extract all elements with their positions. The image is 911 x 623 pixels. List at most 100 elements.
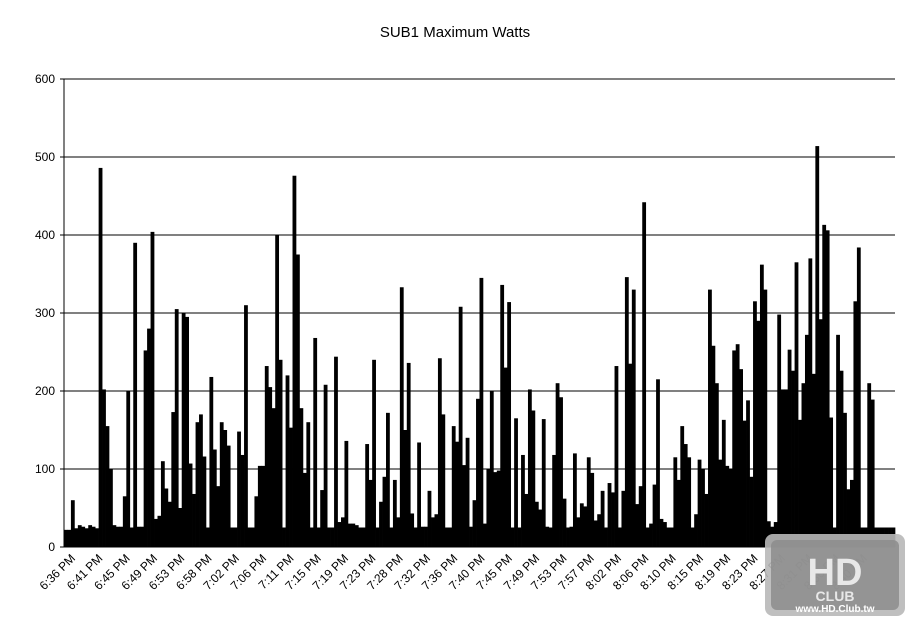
bar: [67, 529, 72, 547]
bar: [808, 258, 813, 547]
bar: [136, 526, 141, 547]
bar: [382, 476, 387, 547]
bar: [756, 320, 761, 547]
bar: [725, 465, 730, 547]
bar: [496, 470, 501, 547]
bar: [867, 383, 872, 547]
bar: [437, 358, 442, 547]
bar: [347, 523, 352, 547]
bar: [794, 262, 799, 547]
bar: [181, 313, 186, 547]
bar: [673, 457, 678, 547]
bar: [434, 514, 439, 547]
bar: [441, 414, 446, 547]
bar: [327, 527, 331, 547]
bar: [154, 518, 158, 547]
bar: [417, 442, 421, 547]
bar: [514, 418, 518, 547]
bar: [742, 420, 747, 547]
bar: [84, 528, 89, 547]
bar: [663, 522, 667, 547]
bar: [631, 289, 636, 547]
bar: [839, 370, 844, 547]
bar: [147, 328, 151, 547]
bar: [226, 445, 231, 547]
bar: [427, 490, 432, 547]
bar: [112, 525, 117, 547]
bar: [600, 490, 605, 547]
bar: [275, 235, 280, 547]
y-tick-label: 400: [35, 228, 55, 242]
bar: [572, 453, 577, 547]
bar: [579, 503, 584, 547]
bar: [458, 306, 463, 547]
bar: [295, 254, 300, 547]
bar: [728, 469, 733, 547]
bar: [379, 501, 383, 547]
bar: [282, 527, 286, 547]
bar: [763, 289, 768, 547]
bar: [469, 526, 473, 547]
bar: [70, 500, 75, 547]
bar: [133, 242, 138, 548]
bar: [524, 493, 529, 547]
bar: [735, 344, 740, 547]
bar: [313, 337, 318, 547]
bar: [140, 526, 144, 547]
bar: [656, 379, 660, 547]
y-tick-label: 100: [35, 462, 55, 476]
bar: [448, 527, 453, 547]
bar: [818, 319, 823, 547]
bar: [285, 375, 290, 547]
bar: [368, 479, 373, 547]
bar: [856, 247, 861, 548]
bar: [614, 366, 619, 547]
bar: [389, 527, 394, 547]
bar: [780, 389, 785, 547]
bar: [129, 527, 134, 547]
bar: [386, 412, 390, 547]
bar: [739, 369, 743, 547]
bar: [791, 370, 795, 547]
bar: [358, 527, 363, 547]
bar: [171, 412, 176, 547]
bar: [302, 472, 307, 547]
bar: [541, 419, 546, 547]
bar: [174, 309, 179, 547]
bar: [746, 400, 750, 547]
bar: [91, 526, 96, 547]
bar: [704, 493, 709, 547]
bar: [254, 496, 259, 547]
bar: [503, 367, 508, 547]
bar: [250, 527, 255, 547]
bar: [472, 500, 477, 547]
chart-title: SUB1 Maximum Watts: [380, 24, 530, 41]
bar: [482, 523, 487, 547]
bar: [500, 284, 505, 547]
bar: [534, 501, 539, 547]
bar: [645, 527, 650, 547]
bar: [714, 383, 719, 547]
bar: [188, 463, 193, 547]
bar: [476, 398, 480, 547]
bar: [223, 430, 228, 547]
bar: [341, 517, 345, 547]
bar: [95, 528, 99, 547]
bar: [784, 389, 789, 547]
bar: [517, 527, 522, 547]
bar: [323, 384, 328, 547]
bar: [451, 426, 456, 547]
bar: [697, 459, 702, 547]
bar: [365, 444, 370, 547]
bar: [849, 479, 854, 547]
bar: [209, 376, 214, 547]
bar: [787, 349, 792, 547]
bar: [109, 469, 113, 547]
bar: [749, 476, 754, 547]
bar: [711, 345, 716, 547]
bar: [230, 527, 235, 547]
y-tick-label: 200: [35, 384, 55, 398]
y-tick-label: 500: [35, 150, 55, 164]
bar: [811, 373, 816, 547]
bar: [822, 224, 827, 548]
